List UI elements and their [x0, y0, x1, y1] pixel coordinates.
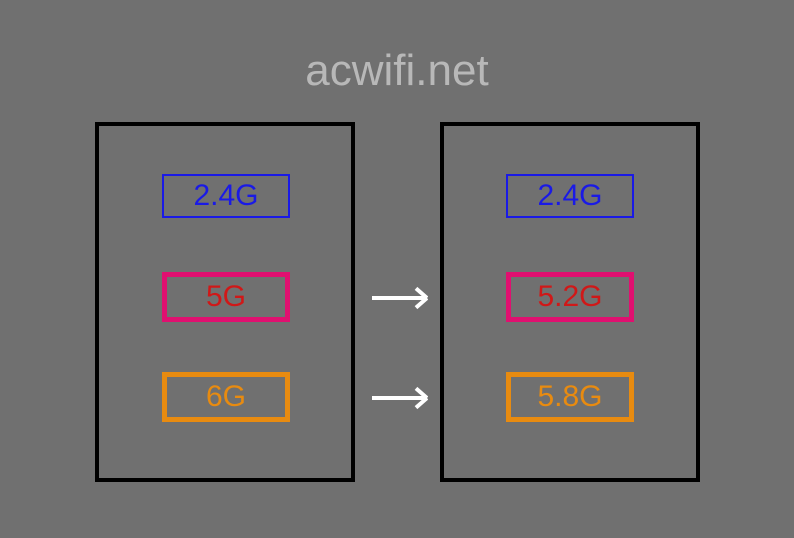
arrow-6g-to-5-8g: [372, 384, 428, 412]
band-right-2-4g: 2.4G: [506, 174, 634, 218]
arrow-5g-to-5-2g: [372, 284, 428, 312]
band-left-5g: 5G: [162, 272, 290, 322]
band-left-2-4g: 2.4G: [162, 174, 290, 218]
diagram-canvas: acwifi.net 2.4G 5G 6G 2.4G 5.2G 5.8G: [0, 0, 794, 538]
band-right-5-2g: 5.2G: [506, 272, 634, 322]
band-left-6g: 6G: [162, 372, 290, 422]
band-right-5-8g: 5.8G: [506, 372, 634, 422]
watermark-title: acwifi.net: [0, 46, 794, 96]
